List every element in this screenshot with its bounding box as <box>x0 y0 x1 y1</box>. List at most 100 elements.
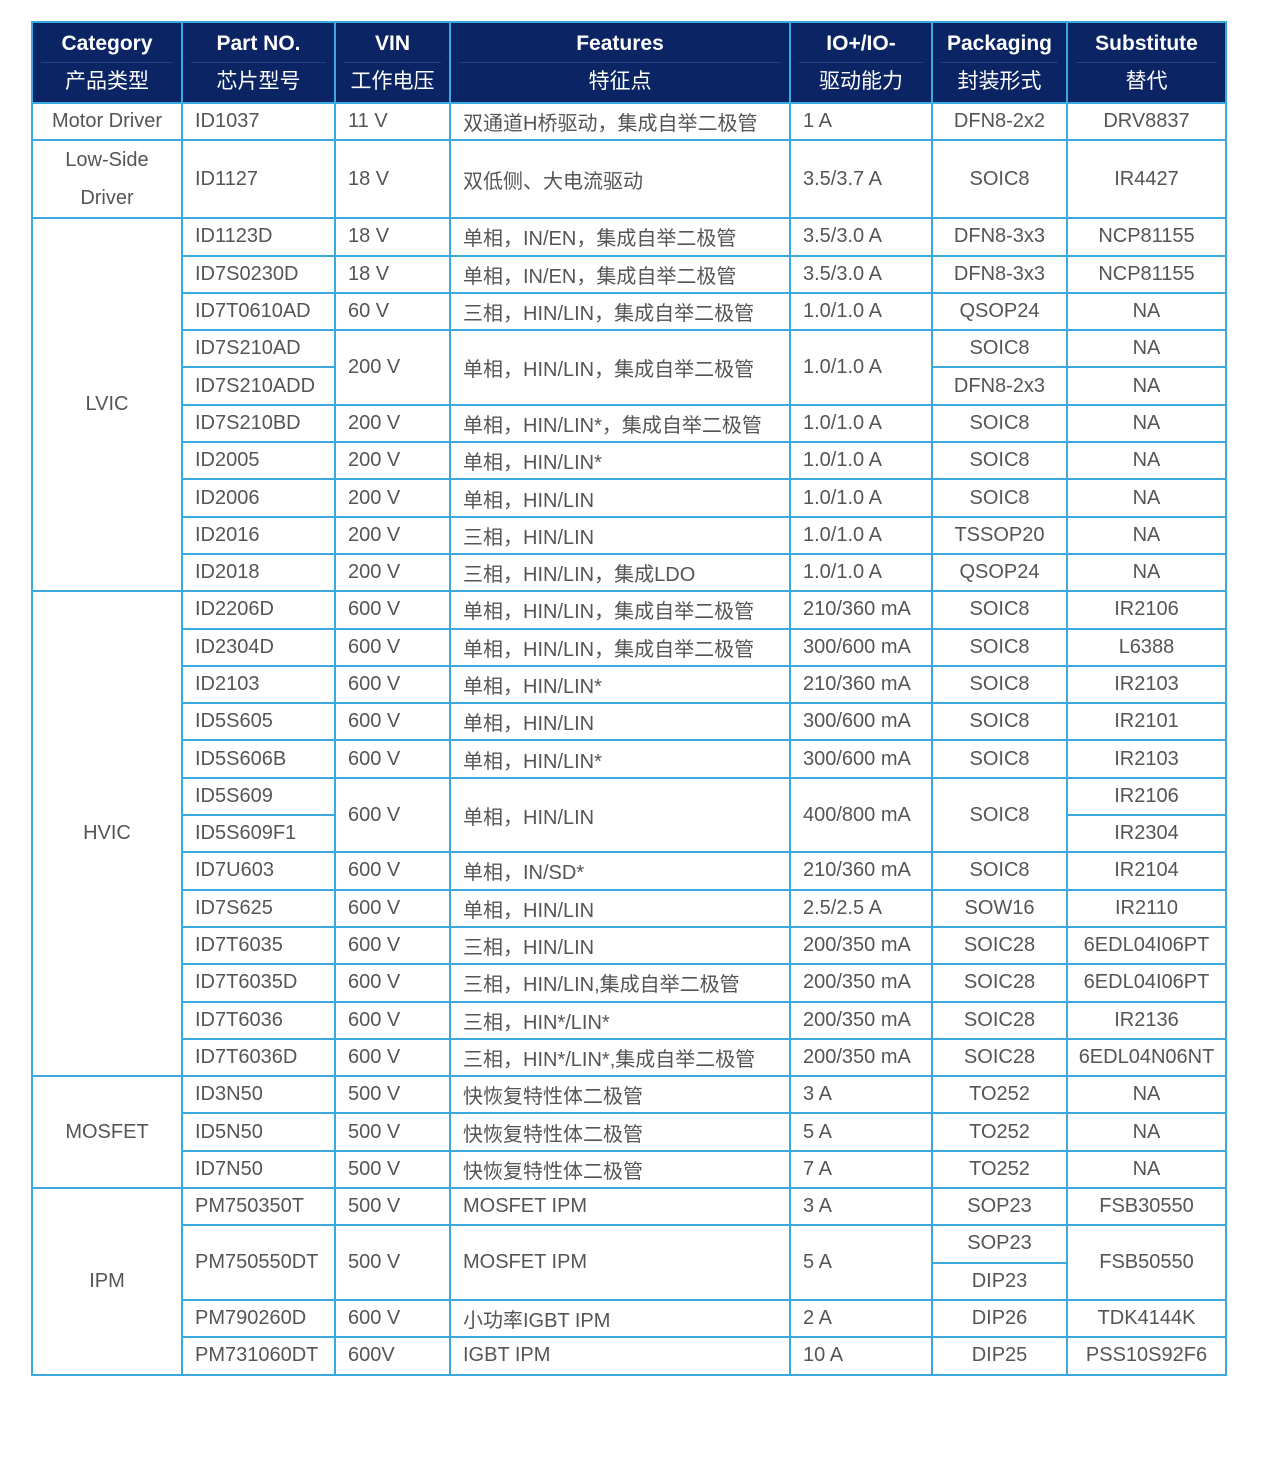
drive-current-cell: 300/600 mA <box>789 739 933 779</box>
substitute-cell: IR2136 <box>1066 1000 1227 1040</box>
packaging-cell: SOP23 <box>931 1187 1068 1227</box>
substitute-cell: PSS10S92F6 <box>1066 1336 1227 1376</box>
vin-cell: 600 V <box>334 925 451 966</box>
table-row: ID5S609 600 V 单相，HIN/LIN 400/800 mA SOIC8 IR2… <box>32 776 1227 854</box>
substitute-cell: NA <box>1066 552 1227 593</box>
part-no-cell: ID5S609F1 <box>181 814 336 854</box>
part-no-cell: ID5S605 <box>181 702 336 742</box>
packaging-cell: DFN8-2x2 <box>931 101 1068 142</box>
table-header: Category 产品类型 Part NO. 芯片型号 VIN 工作电压 Features 特… <box>31 21 1227 104</box>
drive-current-cell: 200/350 mA <box>789 963 933 1003</box>
part-no-cell: ID1037 <box>181 101 336 142</box>
table-row: ID2016 200 V 三相，HIN/LIN 1.0/1.0 A TSSOP20 NA <box>32 515 1227 555</box>
vin-cell: 60 V <box>334 291 451 332</box>
features-cell: 双通道H桥驱动，集成自举二极管 <box>449 101 791 142</box>
part-no-cell: ID7S0230D <box>181 254 336 294</box>
substitute-cell: TDK4144K <box>1066 1298 1227 1339</box>
packaging-cell: SOIC8 <box>931 851 1068 891</box>
drive-current-cell: 3 A <box>789 1075 933 1115</box>
drive-current-cell: 10 A <box>789 1336 933 1376</box>
header-part-no-en: Part NO. <box>191 24 326 63</box>
part-no-cell: ID1127 <box>181 139 336 220</box>
table-row: ID7T6035 600 V 三相，HIN/LIN 200/350 mA SOIC28 6… <box>32 925 1227 966</box>
substitute-cell: IR2106 <box>1066 590 1227 630</box>
table-row: ID5S606B 600 V 单相，HIN/LIN* 300/600 mA SOIC8 I… <box>32 739 1227 779</box>
vin-cell: 500 V <box>334 1224 451 1301</box>
packaging-cell: SOIC8 <box>931 478 1068 518</box>
drive-current-cell: 2 A <box>789 1298 933 1339</box>
features-cell: 单相，HIN/LIN <box>449 888 791 928</box>
table-row: ID7T6036D 600 V 三相，HIN*/LIN*,集成自举二极管 200/35… <box>32 1037 1227 1078</box>
category-cell: MOSFET <box>31 1075 183 1190</box>
features-cell: MOSFET IPM <box>449 1224 791 1301</box>
substitute-cell: NA <box>1066 1149 1227 1190</box>
part-no-cell: ID7U603 <box>181 851 336 891</box>
features-cell: 单相，IN/EN，集成自举二极管 <box>449 217 791 257</box>
header-packaging-en: Packaging <box>941 24 1058 63</box>
features-cell: 三相，HIN/LIN，集成自举二极管 <box>449 291 791 332</box>
packaging-cell: SOIC28 <box>931 1037 1068 1078</box>
table-row: ID7S210BD 200 V 单相，HIN/LIN*，集成自举二极管 1.0/1.0… <box>32 403 1227 444</box>
substitute-cell: NA <box>1066 1075 1227 1115</box>
vin-cell: 600 V <box>334 702 451 742</box>
features-cell: 单相，HIN/LIN，集成自举二极管 <box>449 590 791 630</box>
features-cell: 单相，IN/SD* <box>449 851 791 891</box>
drive-current-cell: 5 A <box>789 1112 933 1152</box>
part-no-cell: ID2103 <box>181 664 336 705</box>
header-features-en: Features <box>459 24 781 63</box>
drive-current-cell: 5 A <box>789 1224 933 1301</box>
vin-cell: 600 V <box>334 888 451 928</box>
packaging-cell: SOIC8 <box>931 139 1068 220</box>
part-no-cell: ID7S210BD <box>181 403 336 444</box>
header-vin: VIN 工作电压 <box>334 21 451 104</box>
vin-cell: 600 V <box>334 627 451 667</box>
packaging-cell: DIP26 <box>931 1298 1068 1339</box>
table-row: ID7S210ADD DFN8-2x3 NA <box>32 366 1227 406</box>
features-cell: 三相，HIN*/LIN* <box>449 1000 791 1040</box>
drive-current-cell: 1.0/1.0 A <box>789 552 933 593</box>
features-cell: 三相，HIN/LIN,集成自举二极管 <box>449 963 791 1003</box>
substitute-cell: IR2110 <box>1066 888 1227 928</box>
header-substitute-zh: 替代 <box>1125 70 1168 93</box>
packaging-cell: DIP23 <box>931 1261 1068 1301</box>
table-row: HVIC ID2206D 600 V 单相，HIN/LIN，集成自举二极管 210/36… <box>31 590 1227 1078</box>
substitute-cell: NA <box>1066 366 1227 406</box>
drive-current-cell: 1.0/1.0 A <box>789 403 933 444</box>
features-cell: 三相，HIN*/LIN*,集成自举二极管 <box>449 1037 791 1078</box>
features-cell: 单相，HIN/LIN* <box>449 441 791 481</box>
header-packaging: Packaging 封装形式 <box>931 21 1068 104</box>
vin-cell: 600 V <box>334 851 451 891</box>
vin-cell: 200 V <box>334 552 451 593</box>
substitute-cell: IR2103 <box>1066 664 1227 705</box>
vin-cell: 600V <box>334 1336 451 1376</box>
substitute-cell: IR2103 <box>1066 739 1227 779</box>
substitute-cell: NCP81155 <box>1066 217 1227 257</box>
drive-current-cell: 3.5/3.0 A <box>789 254 933 294</box>
category-cell: LVIC <box>31 217 183 593</box>
header-substitute: Substitute 替代 <box>1066 21 1227 104</box>
drive-current-cell: 1.0/1.0 A <box>789 478 933 518</box>
features-cell: 单相，HIN/LIN <box>449 478 791 518</box>
part-no-cell: ID5N50 <box>181 1112 336 1152</box>
packaging-cell: SOIC28 <box>931 925 1068 966</box>
table-row: ID7S210AD 200 V 单相，HIN/LIN，集成自举二极管 1.0/1.0 … <box>32 329 1227 406</box>
features-cell: 单相，HIN/LIN* <box>449 664 791 705</box>
drive-current-cell: 3.5/3.7 A <box>789 139 933 220</box>
features-cell: 单相，HIN/LIN，集成自举二极管 <box>449 627 791 667</box>
drive-current-cell: 210/360 mA <box>789 851 933 891</box>
features-cell: 三相，HIN/LIN，集成LDO <box>449 552 791 593</box>
packaging-cell: TO252 <box>931 1149 1068 1190</box>
substitute-cell: NA <box>1066 515 1227 555</box>
part-no-cell: ID7T6036 <box>181 1000 336 1040</box>
header-category: Category 产品类型 <box>31 21 183 104</box>
header-category-zh: 产品类型 <box>65 70 149 93</box>
drive-current-cell: 400/800 mA <box>789 776 933 854</box>
features-cell: 三相，HIN/LIN <box>449 515 791 555</box>
features-cell: 单相，HIN/LIN，集成自举二极管 <box>449 329 791 406</box>
substitute-cell: 6EDL04I06PT <box>1066 925 1227 966</box>
features-cell: 快恢复特性体二极管 <box>449 1149 791 1190</box>
table-row: ID7T0610AD 60 V 三相，HIN/LIN，集成自举二极管 1.0/1.0 … <box>32 291 1227 332</box>
packaging-cell: SOP23 <box>931 1224 1068 1264</box>
header-features: Features 特征点 <box>449 21 791 104</box>
table-row: ID7T6035D 600 V 三相，HIN/LIN,集成自举二极管 200/350 … <box>32 963 1227 1003</box>
